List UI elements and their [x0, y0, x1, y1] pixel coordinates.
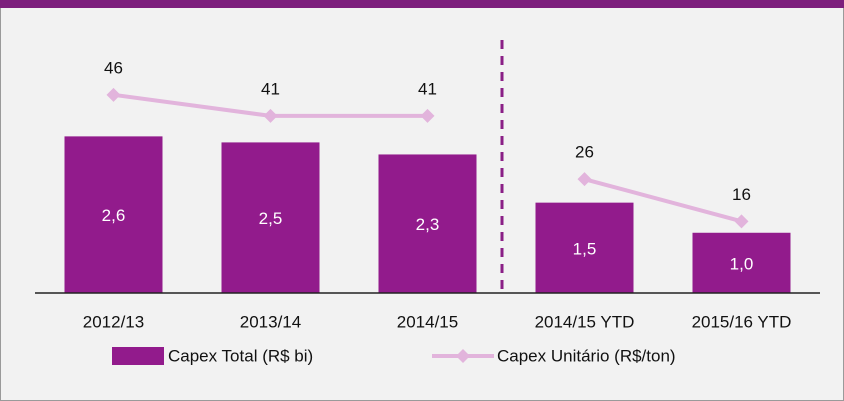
line-value-label: 41 — [261, 79, 280, 98]
line-value-label: 16 — [732, 185, 751, 204]
bar-value-label: 2,3 — [416, 215, 440, 234]
line-marker — [420, 108, 435, 123]
legend-label: Capex Total (R$ bi) — [168, 346, 313, 365]
line-value-label: 46 — [104, 58, 123, 77]
legend-label: Capex Unitário (R$/ton) — [497, 346, 676, 365]
bar-value-label: 1,0 — [730, 254, 754, 273]
bar — [221, 142, 320, 293]
x-tick-label: 2015/16 YTD — [692, 312, 792, 331]
line-series — [583, 177, 743, 224]
legend-swatch — [112, 347, 164, 365]
x-tick-label: 2013/14 — [240, 312, 301, 331]
bar-value-label: 1,5 — [573, 239, 597, 258]
x-tick-label: 2014/15 — [397, 312, 458, 331]
line-marker — [263, 108, 278, 123]
line-value-label: 41 — [418, 79, 437, 98]
bar — [378, 154, 477, 293]
bar — [692, 232, 791, 293]
line-value-label: 26 — [575, 143, 594, 162]
x-tick-label: 2012/13 — [83, 312, 144, 331]
legend-marker — [456, 349, 470, 363]
top-strip — [0, 0, 844, 8]
line-marker — [577, 172, 592, 187]
x-tick-label: 2014/15 YTD — [535, 312, 635, 331]
bar-value-label: 2,5 — [259, 209, 283, 228]
line-marker — [734, 214, 749, 229]
line-marker — [106, 87, 121, 102]
bar — [535, 202, 634, 293]
bar-value-label: 2,6 — [102, 206, 126, 225]
bar — [64, 136, 163, 293]
